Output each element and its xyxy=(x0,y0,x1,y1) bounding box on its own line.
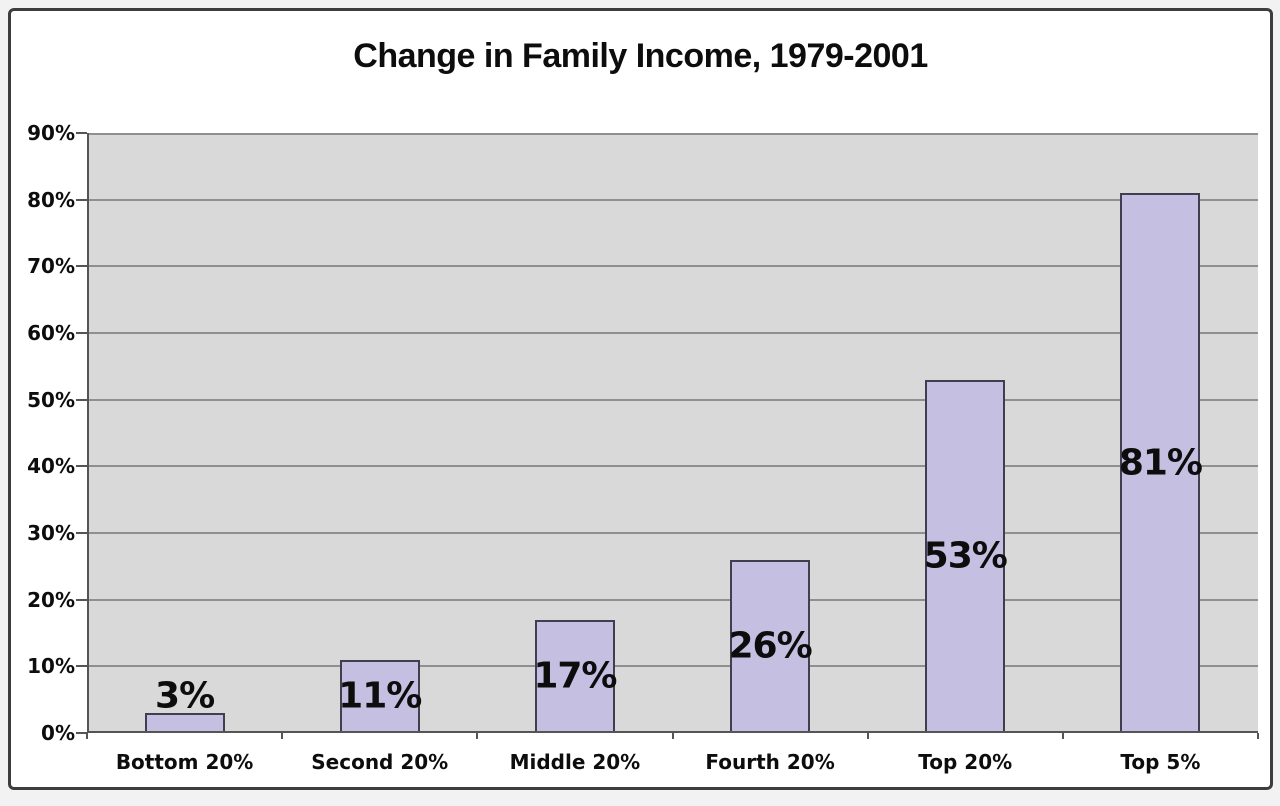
plot-area: 3% 11% 17% 26% 53% 81% xyxy=(87,133,1258,733)
x-category-label: Top 5% xyxy=(1120,750,1201,774)
x-category-label: Second 20% xyxy=(311,750,449,774)
gridline xyxy=(87,198,1258,201)
gridline xyxy=(87,665,1258,668)
bar-value-label: 26% xyxy=(728,625,812,667)
bar-value-label: 53% xyxy=(923,535,1008,577)
gridline xyxy=(87,265,1258,268)
chart-title: Change in Family Income, 1979-2001 xyxy=(353,37,928,75)
x-boundary-tick xyxy=(1061,733,1064,739)
y-tick-mark xyxy=(76,132,87,134)
y-tick-label: 10% xyxy=(27,654,75,679)
x-boundary-tick xyxy=(476,733,479,739)
bar-Top 5% xyxy=(1120,193,1201,733)
x-axis-line xyxy=(87,731,1258,733)
x-boundary-tick xyxy=(86,733,88,739)
bar-value-label: 81% xyxy=(1118,442,1203,484)
x-boundary-tick xyxy=(866,733,869,739)
gridline xyxy=(87,398,1258,401)
x-category-label: Top 20% xyxy=(918,750,1013,774)
bar-value-label: 3% xyxy=(155,675,215,717)
bar-value-label: 17% xyxy=(533,655,617,697)
y-tick-mark xyxy=(76,532,87,534)
y-tick-label: 90% xyxy=(27,121,75,145)
bar-Top 20% xyxy=(925,379,1006,733)
y-tick-mark xyxy=(76,598,87,601)
y-tick-mark xyxy=(76,332,87,334)
x-category-label: Bottom 20% xyxy=(115,750,254,774)
gridline xyxy=(87,133,1258,135)
x-boundary-tick xyxy=(671,733,674,739)
y-tick-mark xyxy=(76,398,87,401)
y-tick-label: 40% xyxy=(27,454,75,479)
y-tick-label: 80% xyxy=(27,187,75,212)
y-tick-label: 20% xyxy=(27,587,75,612)
y-tick-label: 30% xyxy=(27,521,75,545)
gridline xyxy=(87,532,1258,534)
y-axis-line xyxy=(87,133,89,733)
x-boundary-tick xyxy=(1257,733,1259,739)
x-category-label: Fourth 20% xyxy=(705,750,835,774)
gridline xyxy=(87,598,1258,601)
bar-value-label: 11% xyxy=(338,675,422,717)
y-tick-mark xyxy=(76,732,87,734)
y-tick-label: 0% xyxy=(41,721,75,745)
x-category-label: Middle 20% xyxy=(509,750,641,774)
y-tick-label: 50% xyxy=(27,387,75,412)
y-tick-label: 60% xyxy=(27,321,75,345)
y-tick-mark xyxy=(76,465,87,468)
y-tick-mark xyxy=(76,665,87,668)
y-tick-mark xyxy=(76,198,87,201)
gridline xyxy=(87,332,1258,334)
gridline xyxy=(87,465,1258,468)
chart-frame: Change in Family Income, 1979-2001 0% 10%… xyxy=(8,8,1273,790)
y-tick-mark xyxy=(76,265,87,268)
x-boundary-tick xyxy=(281,733,284,739)
y-tick-label: 70% xyxy=(27,254,75,279)
